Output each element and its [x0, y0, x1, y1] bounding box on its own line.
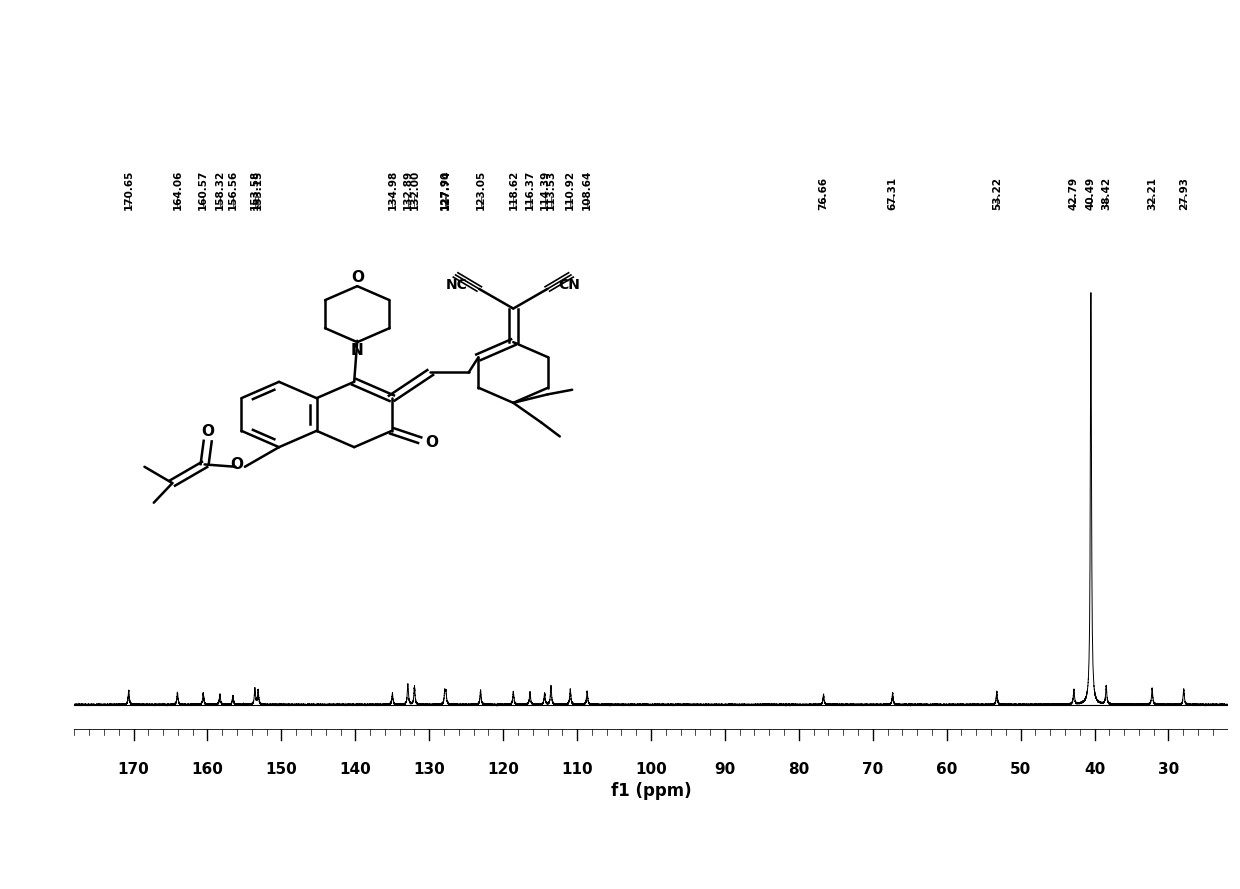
Text: 108.64: 108.64 — [582, 170, 593, 210]
Text: 113.53: 113.53 — [546, 170, 556, 210]
Text: 127.74: 127.74 — [441, 170, 451, 210]
Text: 53.22: 53.22 — [992, 177, 1002, 210]
Text: 38.42: 38.42 — [1101, 177, 1111, 210]
Text: 134.98: 134.98 — [387, 170, 397, 210]
Text: O: O — [351, 270, 363, 285]
Text: 110.92: 110.92 — [565, 170, 575, 210]
Text: 42.79: 42.79 — [1069, 177, 1079, 210]
Text: 116.37: 116.37 — [525, 170, 534, 210]
Text: O: O — [425, 435, 439, 450]
Text: CN: CN — [558, 278, 580, 292]
Text: O: O — [231, 457, 243, 472]
Text: O: O — [201, 424, 215, 439]
Text: 156.56: 156.56 — [228, 170, 238, 210]
Text: 123.05: 123.05 — [476, 170, 486, 210]
Text: 114.39: 114.39 — [539, 170, 549, 210]
Text: 153.58: 153.58 — [250, 170, 260, 210]
Text: 132.00: 132.00 — [409, 170, 419, 210]
Text: 67.31: 67.31 — [888, 177, 898, 210]
Text: 27.93: 27.93 — [1179, 177, 1189, 210]
Text: 118.62: 118.62 — [508, 170, 518, 210]
Text: 132.89: 132.89 — [403, 170, 413, 210]
Text: 40.49: 40.49 — [1086, 177, 1096, 210]
Text: 76.66: 76.66 — [818, 177, 828, 210]
Text: NC: NC — [446, 278, 467, 292]
Text: 160.57: 160.57 — [198, 170, 208, 210]
Text: 158.32: 158.32 — [215, 170, 224, 210]
Text: 164.06: 164.06 — [172, 170, 182, 210]
Text: 127.90: 127.90 — [440, 170, 450, 210]
Text: 170.65: 170.65 — [124, 170, 134, 210]
Text: 32.21: 32.21 — [1147, 177, 1157, 210]
Text: N: N — [351, 343, 363, 358]
Text: 153.15: 153.15 — [253, 170, 263, 210]
Text: f1 (ppm): f1 (ppm) — [610, 782, 692, 800]
